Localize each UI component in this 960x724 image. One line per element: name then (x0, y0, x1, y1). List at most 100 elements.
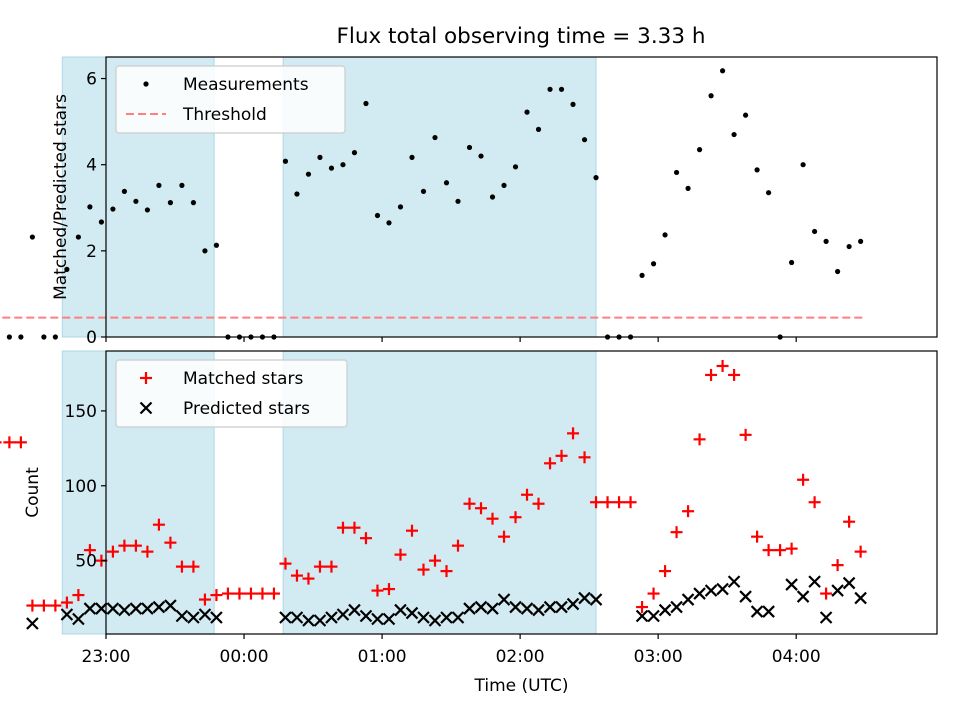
matched-point (682, 505, 695, 518)
predicted-point (785, 578, 798, 591)
measurement-point (501, 182, 507, 188)
predicted-point (509, 600, 522, 614)
measurement-point (340, 162, 346, 168)
predicted-point-b (670, 600, 683, 614)
predicted-point (578, 591, 591, 605)
predicted-point-b (359, 609, 373, 623)
measurement-point (110, 206, 116, 212)
matched-point (659, 565, 672, 578)
measurement-point (742, 112, 749, 118)
predicted-point-b (313, 614, 327, 627)
matched-point (486, 512, 499, 525)
predicted-point (658, 603, 672, 617)
measurement-point (409, 154, 415, 160)
measurement-point (18, 334, 24, 340)
matched-point (164, 536, 177, 549)
predicted-point (175, 609, 189, 623)
measurement-point (432, 134, 438, 141)
legend-label: Predicted stars (183, 399, 310, 419)
matched-point (106, 545, 119, 558)
matched-point (290, 569, 303, 582)
predicted-point (451, 611, 465, 624)
measurement-point (685, 185, 691, 191)
predicted-point-b (118, 603, 131, 617)
measurement-point (581, 137, 588, 143)
predicted-point-b (26, 617, 39, 630)
matched-point (152, 518, 165, 531)
predicted-point (129, 602, 143, 615)
matched-point (141, 545, 154, 558)
predicted-point-b (727, 575, 741, 588)
predicted-point (348, 603, 361, 617)
measurement-point (87, 204, 93, 210)
x-tick-label: 03:00 (634, 647, 683, 667)
measurement-point (639, 272, 645, 278)
predicted-point (198, 608, 212, 621)
matched-point (636, 601, 649, 614)
matched-point (440, 565, 453, 578)
matched-point (739, 428, 752, 441)
predicted-point (532, 603, 545, 617)
measurement-point (420, 188, 427, 194)
predicted-point (670, 600, 683, 614)
matched-point (233, 587, 246, 600)
matched-point (359, 532, 372, 545)
predicted-point (187, 611, 200, 624)
predicted-point-b (187, 611, 200, 624)
matched-point (555, 449, 568, 462)
measurement-point (846, 243, 852, 250)
matched-point (428, 554, 441, 567)
predicted-point-b (382, 612, 396, 626)
predicted-point (210, 611, 223, 624)
legend-box (115, 359, 348, 428)
predicted-point (382, 612, 396, 626)
series-measurements (6, 68, 864, 340)
predicted-point-b (302, 614, 315, 627)
matched-point (14, 436, 27, 449)
measurement-point (754, 167, 760, 173)
matched-point (256, 587, 269, 600)
measurement-point (351, 150, 358, 156)
predicted-point-b (474, 600, 488, 614)
legend-marker-predicted-b (139, 401, 153, 415)
measurement-point (328, 165, 335, 171)
y-tick-label: 4 (86, 156, 97, 176)
predicted-point (716, 582, 729, 596)
matched-point (774, 544, 787, 557)
matched-point (83, 544, 96, 557)
predicted-point (589, 593, 603, 606)
matched-point (728, 368, 741, 381)
predicted-point (106, 602, 120, 615)
matched-point (371, 584, 384, 597)
matched-point (601, 496, 614, 509)
predicted-point-b (129, 602, 143, 615)
predicted-point (359, 609, 373, 623)
predicted-point (474, 600, 488, 614)
x-axis-label: Time (UTC) (474, 676, 569, 696)
predicted-point (83, 602, 97, 615)
matched-point (267, 587, 280, 600)
matched-point (843, 515, 856, 528)
chart-title: Flux total observing time = 3.33 h (337, 24, 706, 49)
predicted-point-b (589, 593, 603, 606)
measurement-point (673, 169, 680, 176)
matched-point (382, 583, 395, 596)
predicted-point (762, 605, 775, 618)
predicted-point (313, 614, 327, 627)
matched-point (831, 559, 844, 572)
measurement-point (363, 100, 369, 107)
measurement-point (708, 93, 714, 99)
predicted-point (831, 584, 844, 597)
measurement-point (443, 180, 450, 186)
legend-marker-measurements (143, 81, 149, 87)
measurement-point (52, 334, 58, 340)
measurement-point (167, 200, 174, 206)
predicted-point (727, 575, 741, 588)
y-tick-label: 0 (86, 328, 97, 348)
matched-point (693, 433, 706, 446)
matched-point (405, 524, 418, 537)
predicted-point-b (842, 576, 856, 590)
measurement-point (524, 109, 530, 115)
matched-point (613, 496, 626, 509)
